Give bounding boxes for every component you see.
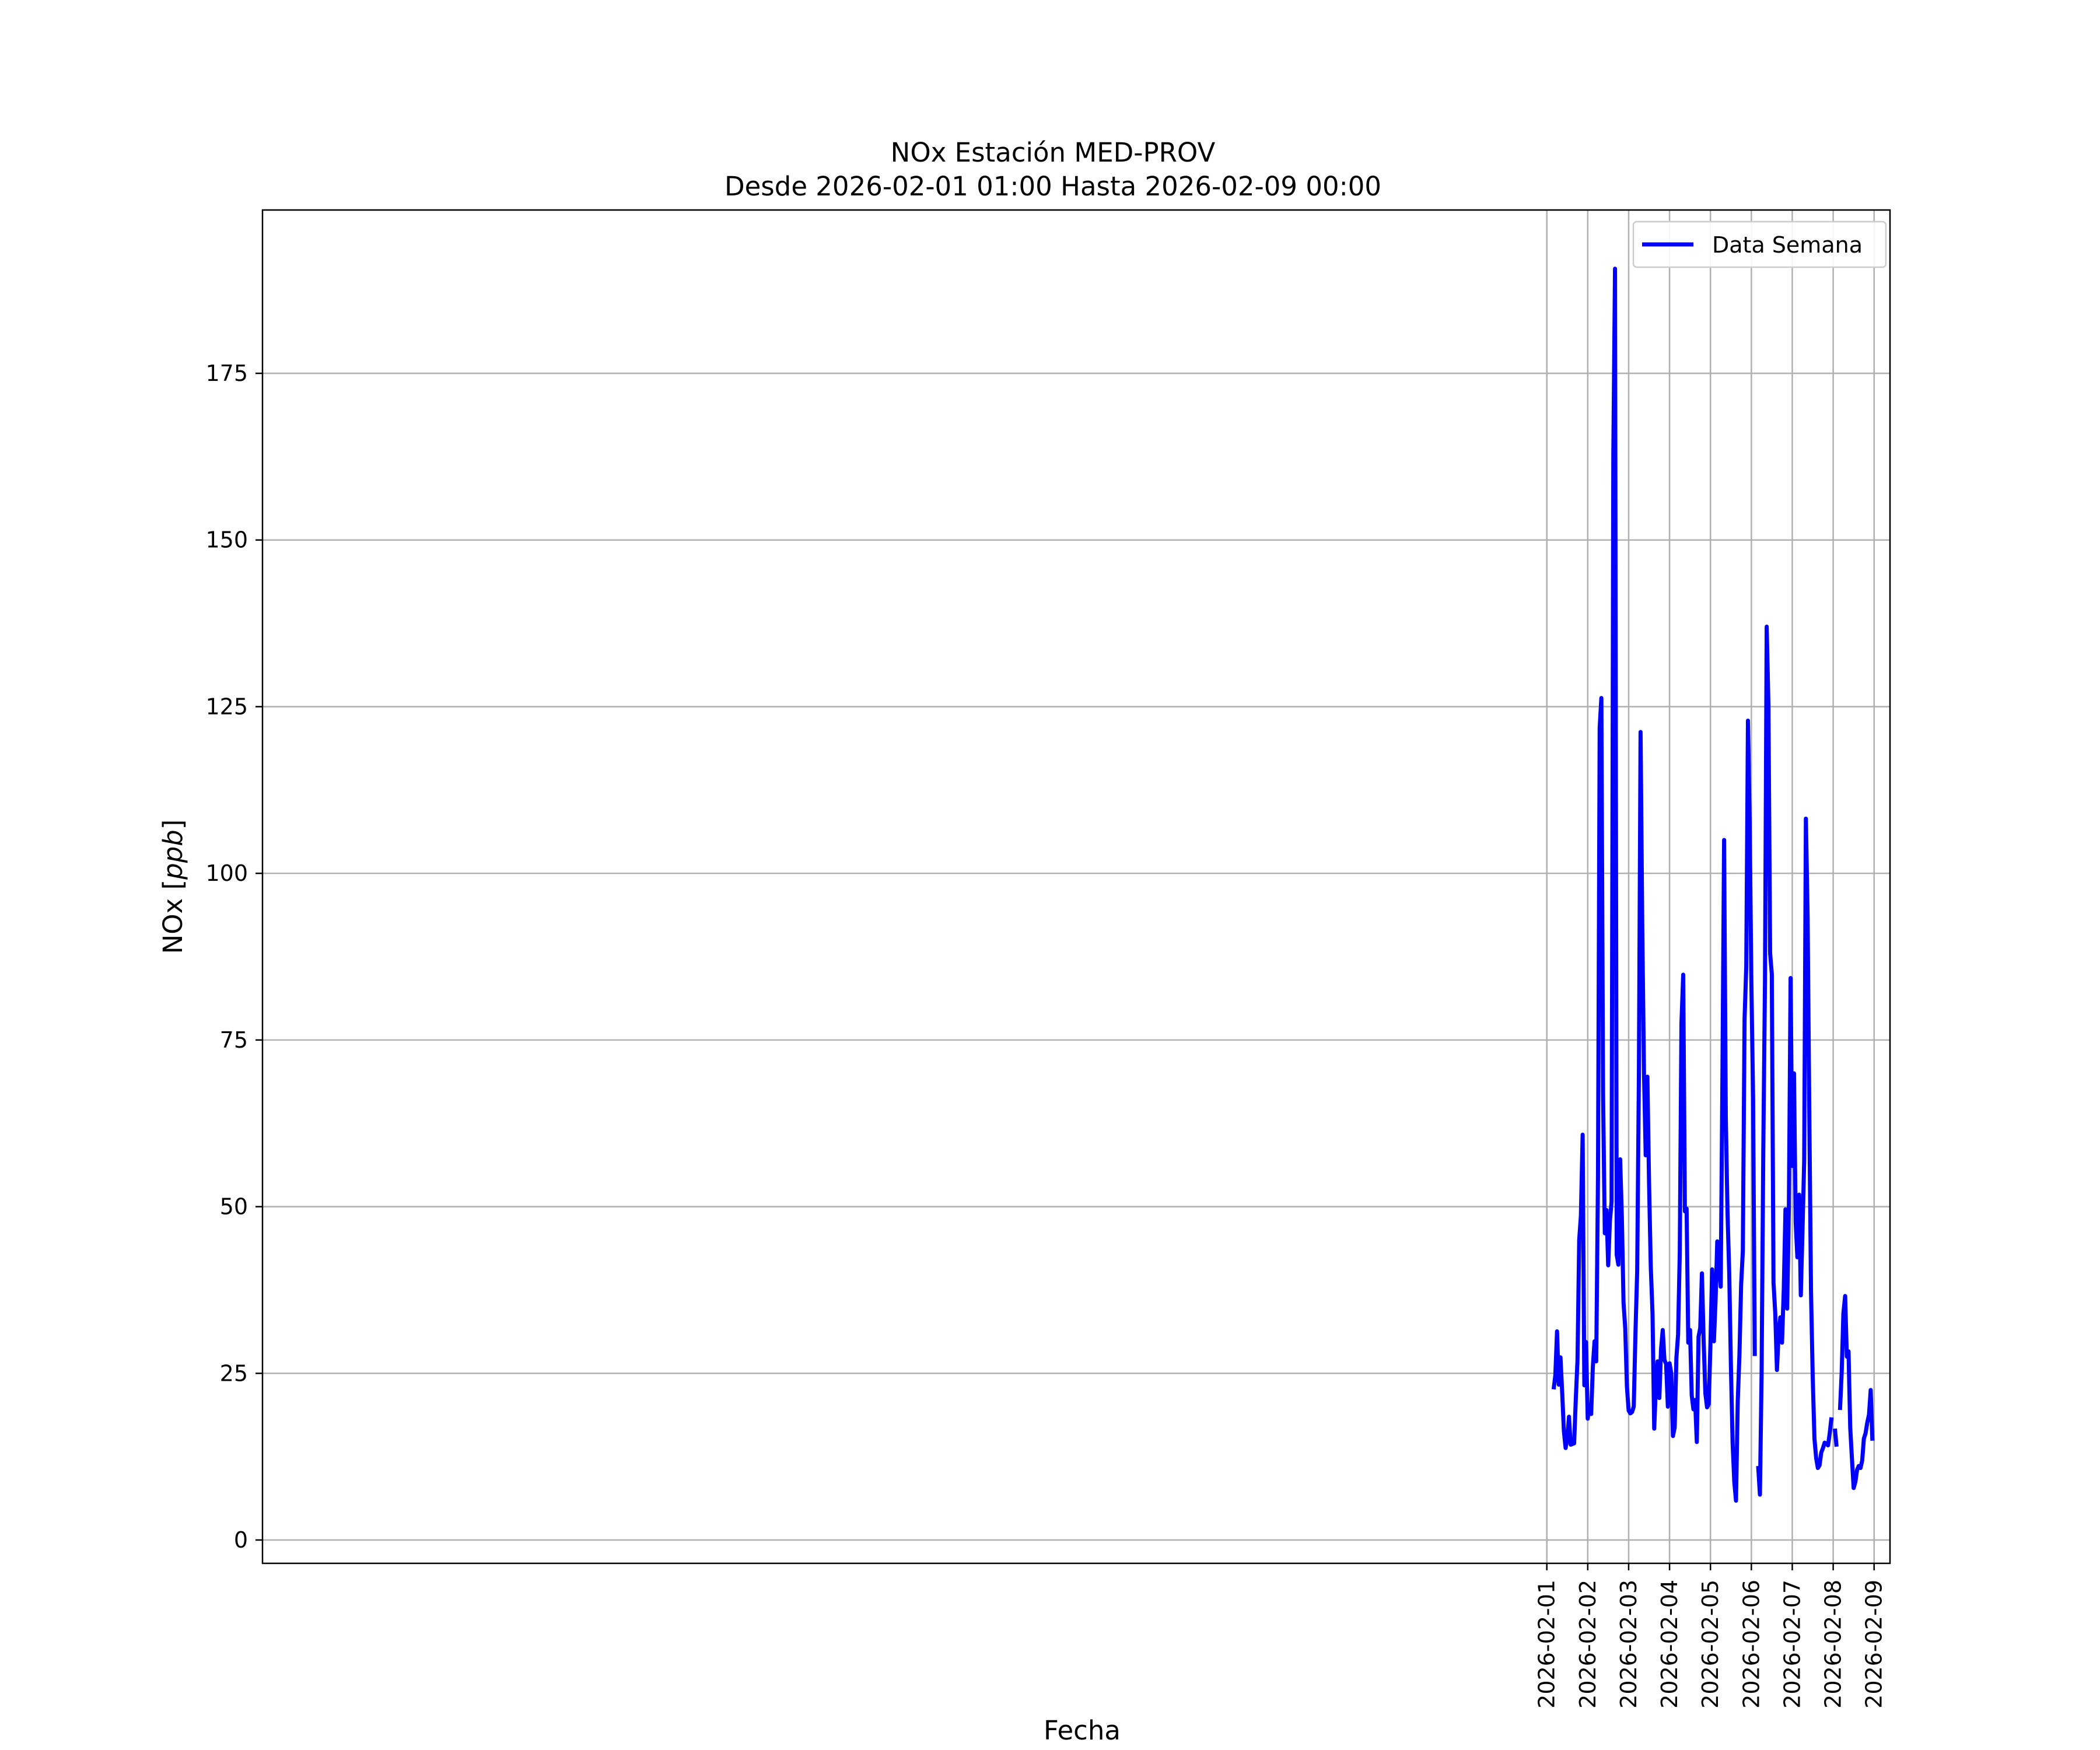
y-tick-label: 50 xyxy=(220,1194,248,1220)
legend-label: Data Semana xyxy=(1712,232,1863,258)
y-axis-ticks: 0 25 50 75 100 125 150 175 xyxy=(205,360,262,1553)
y-axis-label: NOx [ppb] xyxy=(158,820,188,954)
x-tick-label: 2026-02-07 xyxy=(1779,1580,1805,1709)
x-tick-label: 2026-02-04 xyxy=(1657,1580,1682,1709)
series-line-segment xyxy=(1756,624,1834,1497)
y-tick-label: 125 xyxy=(205,694,248,719)
series-line-group xyxy=(1551,267,1875,1503)
grid-lines xyxy=(262,210,1890,1563)
x-tick-label: 2026-02-02 xyxy=(1575,1580,1601,1709)
x-axis-ticks: 2026-02-01 2026-02-02 2026-02-03 2026-02-04… xyxy=(1534,1563,1887,1709)
x-tick-label: 2026-02-06 xyxy=(1738,1580,1764,1709)
y-axis-label-unit: ppb xyxy=(158,830,188,880)
plot-area xyxy=(262,210,1890,1563)
legend-box xyxy=(1632,220,1887,268)
series-line-segment xyxy=(1833,1428,1839,1447)
y-tick-label: 0 xyxy=(234,1527,248,1553)
y-tick-label: 100 xyxy=(205,860,248,886)
y-tick-label: 25 xyxy=(220,1360,248,1386)
x-axis-label: Fecha xyxy=(1044,1715,1121,1746)
y-axis-label-suffix: ] xyxy=(158,820,188,830)
x-tick-label: 2026-02-03 xyxy=(1616,1580,1642,1709)
chart-title-line-1: NOx Estación MED-PROV xyxy=(891,137,1216,168)
series-line-segment xyxy=(1838,1294,1875,1490)
y-axis-label-prefix: NOx [ xyxy=(158,880,188,954)
y-tick-label: 150 xyxy=(205,527,248,553)
plot-frame xyxy=(261,209,1891,1564)
series-line-segment xyxy=(1551,267,1757,1503)
legend: Data Semana xyxy=(1632,220,1887,268)
x-tick-label: 2026-02-01 xyxy=(1534,1580,1560,1709)
chart-title-line-2: Desde 2026-02-01 01:00 Hasta 2026-02-09 … xyxy=(724,171,1381,202)
x-tick-label: 2026-02-08 xyxy=(1821,1580,1846,1709)
y-tick-label: 75 xyxy=(220,1027,248,1053)
x-tick-label: 2026-02-09 xyxy=(1861,1580,1887,1709)
y-tick-label: 175 xyxy=(205,360,248,386)
x-tick-label: 2026-02-05 xyxy=(1698,1580,1723,1709)
